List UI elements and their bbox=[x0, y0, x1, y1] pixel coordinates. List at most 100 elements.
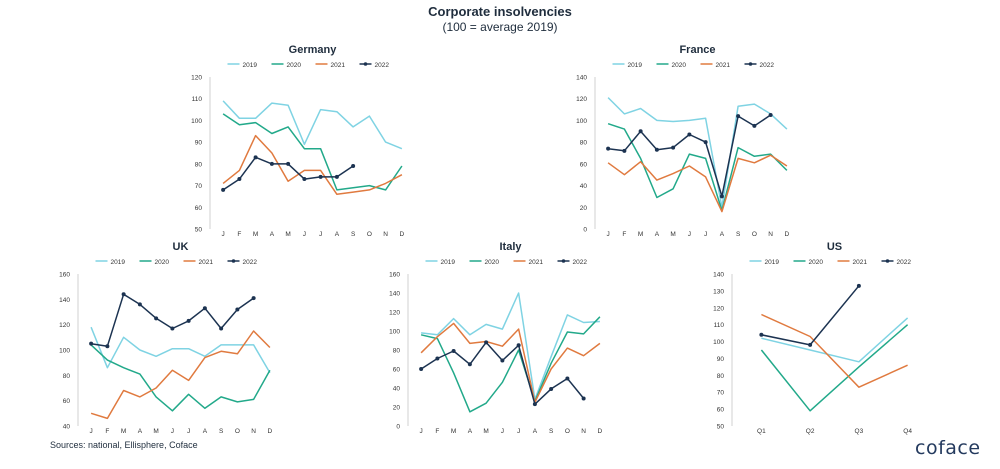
france-ytick-label: 60 bbox=[580, 161, 588, 168]
france-xtick-label: J bbox=[704, 231, 707, 238]
germany-legend-label-2021: 2021 bbox=[331, 62, 346, 69]
us-ytick-label: 120 bbox=[713, 305, 724, 312]
germany-point-2022 bbox=[318, 174, 323, 179]
germany-xtick-label: A bbox=[270, 231, 275, 238]
uk-legend-label-2021: 2021 bbox=[199, 259, 214, 266]
france-point-2022 bbox=[606, 146, 611, 151]
chart-uk: UK 2019 2020 2021 2022 40 60 80 100 120 140 160 J F M A… bbox=[48, 237, 288, 437]
source-note: Sources: national, Ellisphere, Coface bbox=[50, 440, 198, 450]
italy-series-line-2022 bbox=[420, 341, 585, 405]
italy-xtick-label: M bbox=[483, 428, 488, 435]
germany-point-2022 bbox=[237, 177, 242, 182]
uk-ytick-label: 100 bbox=[59, 348, 70, 355]
chart-france-svg: France 2019 2020 2021 2022 0 20 40 60 80 100 120 140… bbox=[576, 44, 790, 238]
france-xtick-label: S bbox=[736, 231, 741, 238]
us-legend-label-2019: 2019 bbox=[765, 259, 780, 266]
germany-point-2022 bbox=[221, 187, 226, 192]
uk-point-2022 bbox=[202, 306, 207, 311]
us-ytick-label: 140 bbox=[713, 272, 724, 279]
uk-xtick-label: J bbox=[187, 428, 190, 435]
france-series-line-2019 bbox=[607, 97, 788, 209]
france-point-2022 bbox=[622, 148, 627, 153]
us-ytick-label: 100 bbox=[713, 339, 724, 346]
france-xtick-label: D bbox=[785, 231, 790, 238]
france-ytick-label: 80 bbox=[580, 140, 588, 147]
uk-legend-label-2019: 2019 bbox=[111, 259, 126, 266]
france-ytick-label: 0 bbox=[583, 227, 587, 234]
italy-xtick-label: A bbox=[468, 428, 473, 435]
italy-legend-label-2022: 2022 bbox=[573, 259, 588, 266]
germany-xtick-label: D bbox=[400, 231, 405, 238]
germany-ytick-label: 90 bbox=[195, 140, 203, 147]
uk-xtick-label: J bbox=[171, 428, 174, 435]
france-legend-label-2021: 2021 bbox=[716, 62, 731, 69]
uk-ytick-label: 80 bbox=[63, 373, 71, 380]
us-chart-title: US bbox=[827, 241, 842, 253]
chart-uk-svg: UK 2019 2020 2021 2022 40 60 80 100 120 140 160 J F M A… bbox=[59, 241, 273, 435]
germany-xtick-label: O bbox=[367, 231, 372, 238]
germany-xtick-label: S bbox=[351, 231, 356, 238]
france-xtick-label: F bbox=[622, 231, 626, 238]
us-xtick-label: Q4 bbox=[903, 428, 912, 435]
uk-ytick-label: 120 bbox=[59, 322, 70, 329]
us-ytick-label: 80 bbox=[717, 373, 725, 380]
germany-xtick-label: J bbox=[303, 231, 306, 238]
italy-xtick-label: J bbox=[517, 428, 520, 435]
france-series-line-2021 bbox=[607, 154, 788, 213]
us-xtick-label: Q2 bbox=[806, 428, 815, 435]
germany-legend-label-2020: 2020 bbox=[287, 62, 302, 69]
italy-xtick-label: O bbox=[565, 428, 570, 435]
germany-ytick-label: 60 bbox=[195, 205, 203, 212]
italy-point-2022 bbox=[581, 396, 586, 401]
italy-legend-label-2020: 2020 bbox=[485, 259, 500, 266]
germany-point-2022 bbox=[286, 161, 291, 166]
france-point-2022 bbox=[752, 123, 757, 128]
us-xtick-label: Q3 bbox=[855, 428, 864, 435]
germany-point-2022 bbox=[302, 177, 307, 182]
us-point-2022 bbox=[856, 283, 861, 288]
uk-point-2022 bbox=[105, 344, 110, 349]
italy-chart-title: Italy bbox=[499, 241, 522, 253]
france-point-2022 bbox=[719, 194, 724, 199]
france-legend-label-2022: 2022 bbox=[760, 62, 775, 69]
germany-xtick-label: M bbox=[253, 231, 258, 238]
chart-germany: Germany 2019 2020 2021 2022 50 60 70 80 90 100 110 1… bbox=[180, 40, 420, 240]
us-series-line-2021 bbox=[761, 313, 908, 388]
italy-ytick-label: 60 bbox=[393, 367, 401, 374]
italy-legend-label-2019: 2019 bbox=[441, 259, 456, 266]
france-xtick-label: N bbox=[768, 231, 773, 238]
germany-series-line-2021 bbox=[222, 134, 403, 196]
italy-xtick-label: J bbox=[420, 428, 423, 435]
uk-xtick-label: D bbox=[268, 428, 273, 435]
italy-series-line-2020 bbox=[420, 316, 601, 413]
france-xtick-label: A bbox=[655, 231, 660, 238]
us-legend-label-2021: 2021 bbox=[853, 259, 868, 266]
italy-point-2022 bbox=[467, 362, 472, 367]
uk-point-2022 bbox=[186, 318, 191, 323]
italy-point-2022 bbox=[435, 356, 440, 361]
chart-italy: Italy 2019 2020 2021 2022 0 20 40 60 80 100 120 140 1… bbox=[378, 237, 618, 437]
us-legend-marker-2022 bbox=[885, 259, 890, 263]
germany-series-line-2019 bbox=[222, 100, 403, 150]
france-xtick-label: O bbox=[752, 231, 757, 238]
germany-ytick-label: 80 bbox=[195, 161, 203, 168]
france-point-2022 bbox=[736, 114, 741, 119]
uk-legend-label-2020: 2020 bbox=[155, 259, 170, 266]
italy-ytick-label: 40 bbox=[393, 386, 401, 393]
uk-point-2022 bbox=[121, 292, 126, 297]
uk-ytick-label: 40 bbox=[63, 424, 71, 431]
france-point-2022 bbox=[654, 147, 659, 152]
italy-point-2022 bbox=[500, 358, 505, 363]
chart-us: US 2019 2020 2021 2022 50 60 70 80 90 100 110 120 130… bbox=[702, 237, 942, 437]
france-ytick-label: 100 bbox=[576, 118, 587, 125]
uk-point-2022 bbox=[219, 326, 224, 331]
uk-xtick-label: A bbox=[203, 428, 208, 435]
italy-xtick-label: A bbox=[533, 428, 538, 435]
italy-series-line-2019 bbox=[421, 292, 600, 401]
germany-xtick-label: F bbox=[237, 231, 241, 238]
france-point-2022 bbox=[687, 132, 692, 137]
uk-xtick-label: M bbox=[153, 428, 158, 435]
france-legend-label-2020: 2020 bbox=[672, 62, 687, 69]
chart-germany-svg: Germany 2019 2020 2021 2022 50 60 70 80 90 100 110 1… bbox=[191, 44, 405, 238]
uk-point-2022 bbox=[137, 302, 142, 307]
